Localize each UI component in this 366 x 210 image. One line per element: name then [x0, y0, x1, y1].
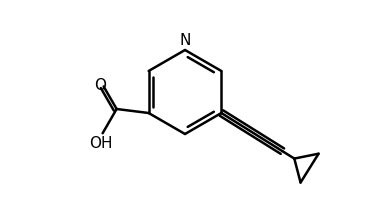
Text: N: N — [179, 33, 191, 48]
Text: O: O — [94, 78, 106, 93]
Text: OH: OH — [89, 136, 112, 151]
